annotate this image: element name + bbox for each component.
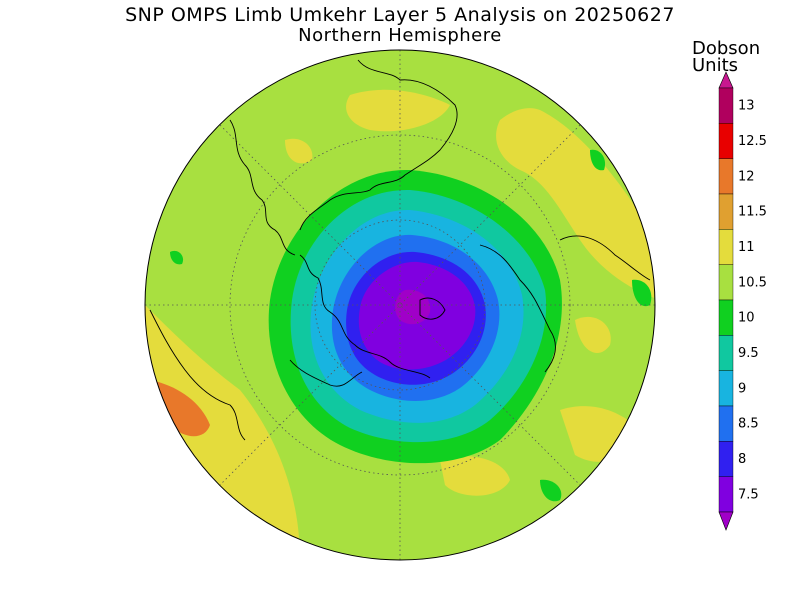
coastline-greenland — [289, 359, 363, 387]
contour-11-northwest — [285, 138, 313, 164]
colorbar-under-arrow — [718, 511, 734, 531]
colorbar-tick-label: 10 — [738, 311, 755, 326]
graticule — [145, 50, 655, 560]
colorbar: 13 12.5 12 11.5 11 10.5 10 9.5 9 8.5 8 7.5 — [718, 71, 767, 531]
meridian-diag-2 — [219, 124, 581, 486]
colorbar-swatch — [718, 370, 734, 407]
colorbar-swatch — [718, 299, 734, 336]
colorbar-units-label: Dobson Units — [692, 38, 761, 76]
colorbar-swatch — [718, 476, 734, 513]
colorbar-swatch — [718, 193, 734, 230]
colorbar-swatch — [718, 441, 734, 477]
contour-10-5-patch-s — [540, 479, 562, 502]
contour-below-7-5 — [395, 289, 431, 325]
latitude-circle-70 — [314, 219, 486, 391]
colorbar-tick-label: 12.5 — [738, 134, 767, 149]
coastline-canada — [479, 244, 556, 373]
colorbar-tick-label: 11 — [738, 240, 755, 255]
coastline-alaska — [559, 235, 651, 281]
contour-11-northeast — [496, 108, 655, 300]
contour-11-5-southwest — [150, 380, 210, 437]
contour-10-5-patch-e — [632, 279, 652, 307]
latitude-circle-40 — [229, 134, 571, 476]
colorbar-swatch — [718, 87, 734, 124]
colorbar-swatch — [718, 229, 734, 265]
colorbar-swatch — [718, 264, 734, 301]
colorbar-tick-label: 12 — [738, 169, 755, 184]
colorbar-swatch — [718, 335, 734, 371]
map-subtitle: Northern Hemisphere — [298, 25, 502, 46]
coastline-high-arctic-islands — [419, 297, 446, 320]
coastline-asia-arctic — [299, 59, 458, 231]
contour-11-east — [575, 316, 611, 353]
map-title: SNP OMPS Limb Umkehr Layer 5 Analysis on… — [125, 4, 675, 26]
colorbar-tick-label: 7.5 — [738, 487, 759, 502]
units-line-2: Units — [692, 55, 739, 76]
contour-10-5-patch-w — [170, 250, 184, 265]
colorbar-tick-label: 8 — [738, 452, 746, 467]
colorbar-swatch — [718, 123, 734, 159]
coastlines — [149, 59, 651, 441]
colorbar-swatch — [718, 405, 734, 442]
colorbar-tick-label: 11.5 — [738, 205, 767, 220]
ozone-field — [145, 50, 655, 560]
units-line-1: Dobson — [692, 38, 761, 59]
colorbar-tick-label: 9 — [738, 381, 746, 396]
colorbar-over-arrow — [718, 71, 734, 89]
colorbar-tick-label: 13 — [738, 99, 755, 114]
contour-10-5-patch-ne — [590, 149, 606, 171]
colorbar-tick-label: 9.5 — [738, 346, 759, 361]
colorbar-swatch — [718, 158, 734, 195]
contour-11-north — [346, 89, 450, 132]
colorbar-tick-label: 10.5 — [738, 275, 767, 290]
contour-11-south — [440, 456, 510, 496]
meridian-diag-1 — [219, 124, 581, 486]
map-boundary — [144, 49, 656, 561]
coastline-north-america-west — [149, 309, 246, 441]
coastline-arctic-ring — [299, 254, 431, 379]
coastline-europe — [229, 119, 296, 256]
colorbar-tick-label: 8.5 — [738, 417, 759, 432]
